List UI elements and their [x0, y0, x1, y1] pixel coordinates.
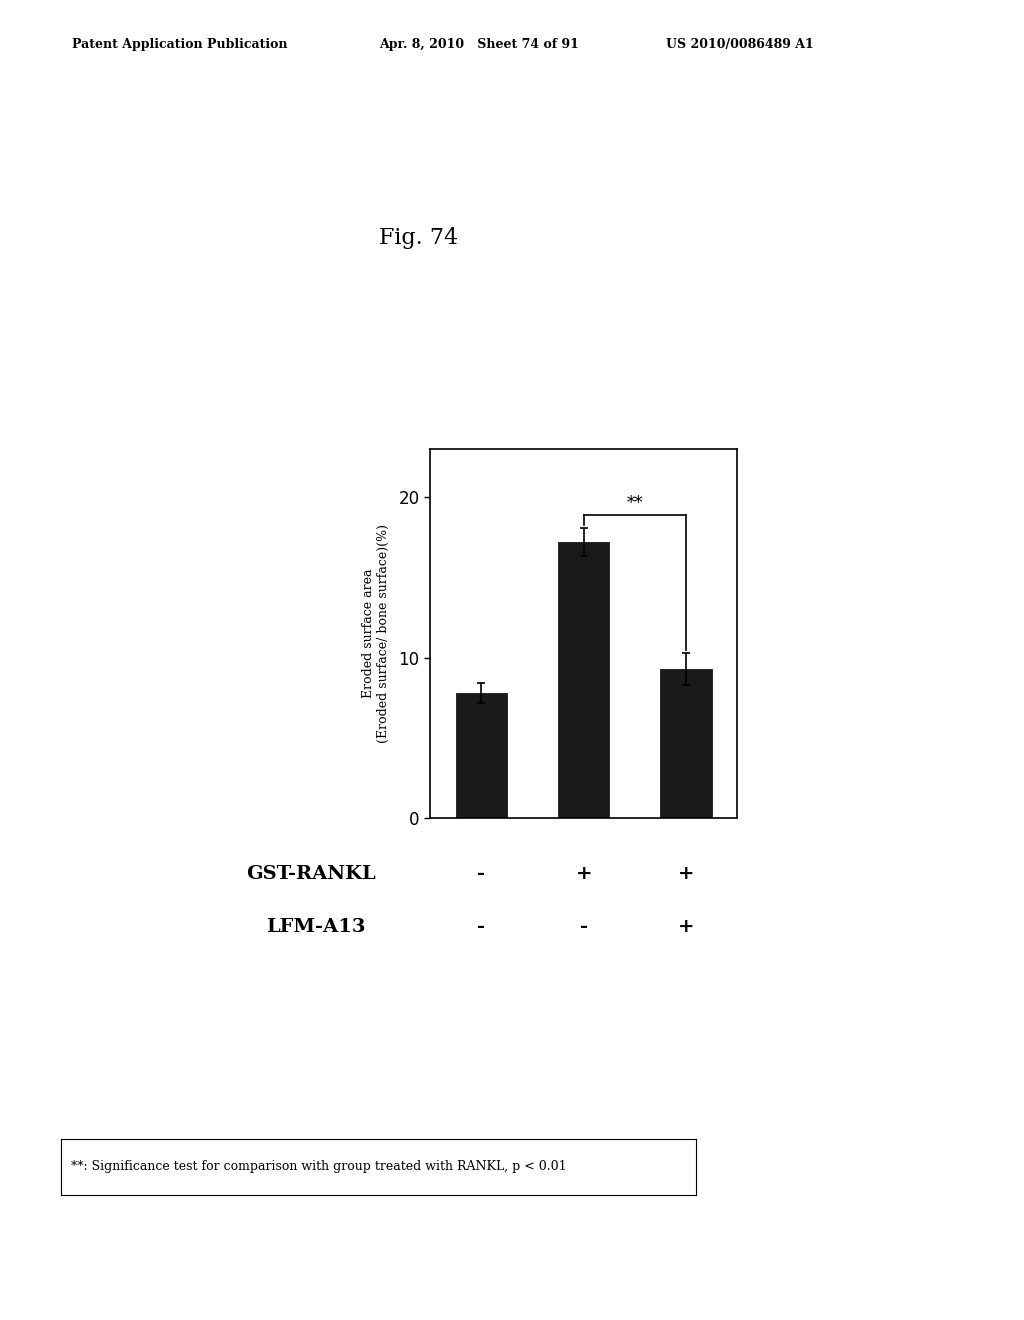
Text: -: - [477, 917, 485, 936]
Text: Fig. 74: Fig. 74 [379, 227, 458, 249]
Text: +: + [678, 865, 694, 883]
Text: US 2010/0086489 A1: US 2010/0086489 A1 [666, 37, 813, 50]
Text: -: - [477, 865, 485, 883]
Bar [660, 669, 712, 818]
Text: Apr. 8, 2010   Sheet 74 of 91: Apr. 8, 2010 Sheet 74 of 91 [379, 37, 579, 50]
Y-axis label: Eroded surface area
(Eroded surface/ bone surface)(%): Eroded surface area (Eroded surface/ bon… [362, 524, 390, 743]
Bar [558, 543, 609, 818]
Text: GST-RANKL: GST-RANKL [246, 865, 376, 883]
Text: Patent Application Publication: Patent Application Publication [72, 37, 287, 50]
Text: +: + [678, 917, 694, 936]
Text: -: - [580, 917, 588, 936]
Text: LFM-A13: LFM-A13 [266, 917, 366, 936]
Text: **: ** [627, 495, 643, 512]
Text: +: + [575, 865, 592, 883]
Bar [456, 693, 507, 818]
Text: **: Significance test for comparison with group treated with RANKL, p < 0.01: **: Significance test for comparison wit… [71, 1160, 566, 1173]
